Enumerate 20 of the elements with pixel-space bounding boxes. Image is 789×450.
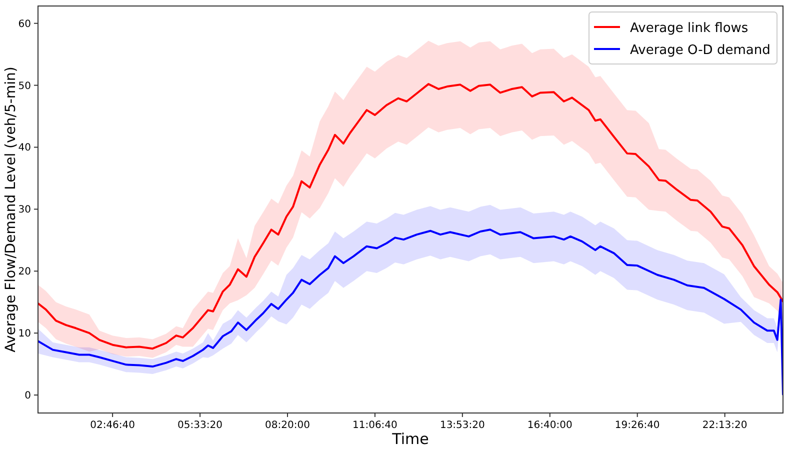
y-axis-title: Average Flow/Demand Level (veh/5-min) xyxy=(3,66,19,352)
y-tick-label: 30 xyxy=(18,204,31,216)
line-series xyxy=(38,83,783,350)
x-tick-label: 08:20:00 xyxy=(265,420,310,431)
x-tick-label: 13:53:20 xyxy=(440,420,485,431)
y-tick-label: 60 xyxy=(18,18,31,30)
y-tick-label: 40 xyxy=(18,142,31,154)
x-tick-label: 16:40:00 xyxy=(527,420,572,431)
y-tick-label: 20 xyxy=(18,266,31,278)
legend-label: Average link flows xyxy=(630,21,748,36)
x-tick-label: 22:13:20 xyxy=(702,420,748,431)
x-tick-label: 02:46:40 xyxy=(90,420,136,431)
x-axis-title: Time xyxy=(391,430,429,448)
x-tick-label: 05:33:20 xyxy=(178,420,222,431)
y-tick-label: 50 xyxy=(18,80,31,92)
legend-label: Average O-D demand xyxy=(630,43,770,58)
y-tick-label: 0 xyxy=(24,390,31,402)
x-tick-label: 19:26:40 xyxy=(614,420,660,431)
x-tick-label: 11:06:40 xyxy=(352,420,398,431)
y-tick-label: 10 xyxy=(18,328,31,340)
